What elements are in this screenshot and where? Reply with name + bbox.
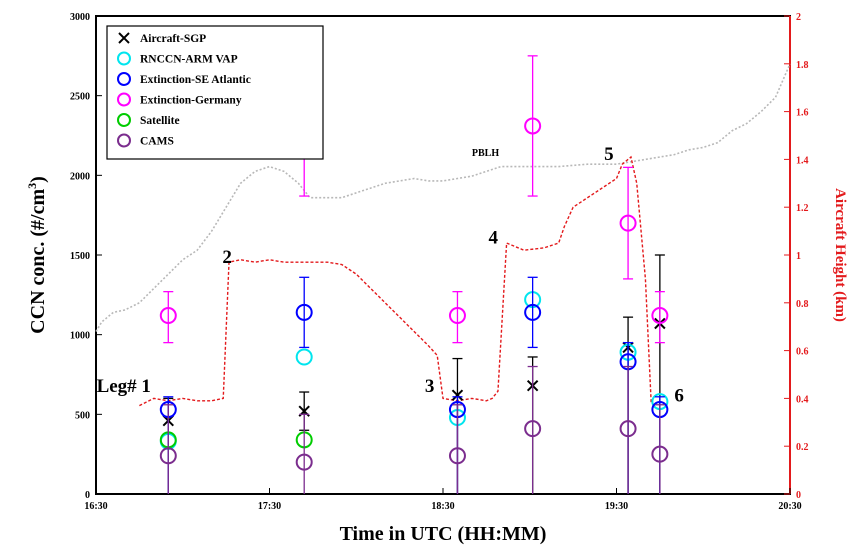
y-axis-title-main: CCN conc. (#/cm: [27, 189, 49, 334]
legend-marker-5: [117, 133, 131, 148]
leg-labels-layer: Leg# 1 2 3 4 5 6: [97, 144, 684, 406]
y2-tick-label-10: 2: [796, 12, 801, 23]
legend-label-3: Extinction-Germany: [140, 95, 242, 107]
marker-x-0-2: [451, 389, 464, 401]
pblh-line: [95, 63, 791, 332]
y-axis-title-close: ): [27, 176, 49, 183]
marker-circle-5-3: [524, 420, 542, 438]
x-axis-title: Time in UTC (HH:MM): [340, 523, 547, 545]
pblh-label: PBLH: [472, 148, 499, 159]
legend-box: [106, 25, 324, 160]
y-tick-label-2: 1000: [70, 331, 90, 342]
marker-circle-5-4: [619, 420, 637, 438]
leg-label-3: 3: [425, 376, 435, 397]
marker-circle-5-5: [651, 445, 669, 463]
y2-tick-label-7: 1.4: [796, 155, 809, 166]
y2-tick-label-0: 0: [796, 490, 801, 501]
y2-axis-title: Aircraft Height (km): [832, 188, 848, 322]
x-tick-label-3: 19:30: [605, 501, 628, 512]
y-axis-title: CCN conc. (#/cm3): [25, 176, 49, 334]
legend-marker-0: [118, 32, 130, 44]
marker-circle-2-1: [295, 303, 313, 321]
legend-marker-2: [117, 72, 131, 86]
marker-circle-3-5: [651, 307, 669, 325]
y-tick-label-5: 2500: [70, 92, 90, 103]
marker-circle-3-0: [159, 307, 177, 325]
x-tick-label-4: 20:30: [778, 501, 801, 512]
marker-circle-2-3: [524, 303, 542, 321]
y2-tick-label-2: 0.4: [796, 394, 809, 405]
marks-layer: [159, 55, 669, 494]
lines-layer: PBLH: [95, 63, 791, 407]
y2-tick-label-4: 0.8: [796, 299, 809, 310]
legend-items: Aircraft-SGP RNCCN-ARM VAP Extinction-SE A…: [117, 32, 251, 148]
leg-label-1: Leg# 1: [97, 376, 151, 397]
marker-circle-1-1: [295, 348, 313, 366]
legend-label-4: Satellite: [140, 115, 180, 127]
marker-circle-3-4: [619, 214, 637, 232]
y2-tick-label-5: 1: [796, 251, 801, 262]
y-tick-label-0: 0: [85, 490, 90, 501]
y-tick-label-4: 2000: [70, 171, 90, 182]
y2-tick-label-6: 1.2: [796, 203, 809, 214]
leg-label-2: 2: [222, 247, 232, 268]
leg-label-4: 4: [488, 228, 498, 249]
marker-circle-5-2: [448, 447, 466, 465]
marker-circle-5-1: [295, 453, 313, 471]
y2-tick-label-8: 1.6: [796, 108, 809, 119]
marker-circle-5-0: [159, 447, 177, 465]
legend-marker-4: [117, 113, 131, 127]
legend-label-5: CAMS: [140, 136, 174, 148]
leg-label-5: 5: [604, 144, 614, 165]
y2-tick-label-3: 0.6: [796, 347, 809, 358]
legend-label-2: Extinction-SE Atlantic: [140, 74, 251, 86]
x-tick-label-1: 17:30: [258, 501, 281, 512]
legend: Aircraft-SGP RNCCN-ARM VAP Extinction-SE A…: [106, 25, 324, 160]
legend-label-1: RNCCN-ARM VAP: [140, 54, 238, 66]
axes-layer: 0 500 1000 1500 2000 2500 3000 0 0.2 0.4 0.6 0.8 1 1.…: [70, 12, 809, 512]
y-axis-title-sup: 3: [25, 183, 39, 189]
y-tick-label-3: 1500: [70, 251, 90, 262]
y-tick-label-6: 3000: [70, 12, 90, 23]
legend-label-0: Aircraft-SGP: [140, 33, 206, 45]
y2-tick-label-9: 1.8: [796, 60, 809, 71]
y2-tick-label-1: 0.2: [796, 442, 809, 453]
legend-marker-1: [117, 51, 131, 66]
x-tick-label-0: 16:30: [84, 501, 107, 512]
x-tick-label-2: 18:30: [431, 501, 454, 512]
marker-circle-3-3: [524, 117, 542, 135]
y-tick-label-1: 500: [75, 410, 90, 421]
legend-marker-3: [117, 92, 131, 107]
aircraft-height-line: [139, 155, 652, 407]
marker-circle-3-2: [448, 307, 466, 325]
leg-label-6: 6: [674, 385, 684, 406]
